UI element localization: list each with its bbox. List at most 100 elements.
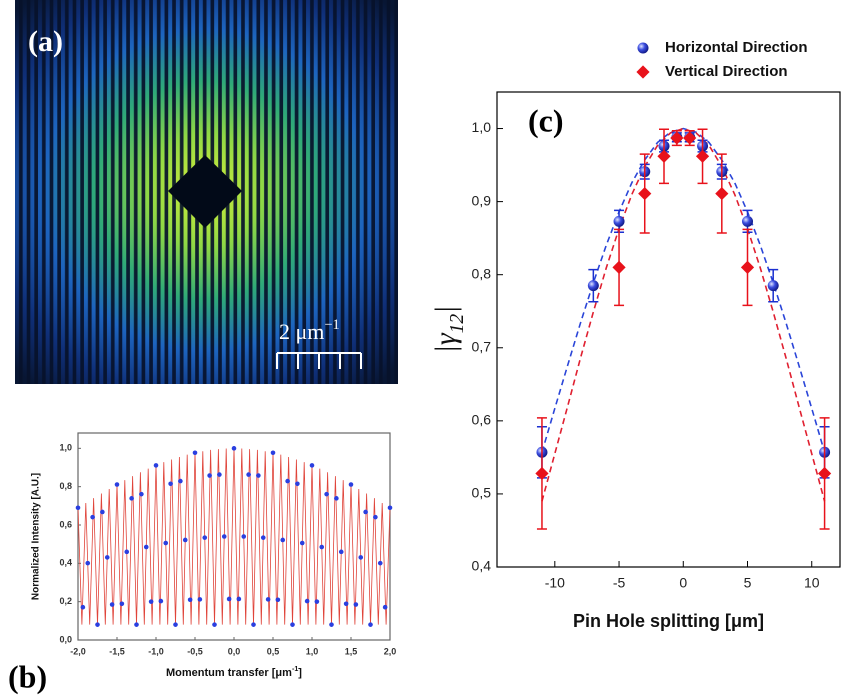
data-point — [251, 622, 256, 627]
x-axis-label: Momentum transfer [μm-1] — [166, 665, 302, 679]
y-tick-label: 0,6 — [59, 519, 72, 529]
scale-label-exponent: −1 — [324, 317, 339, 333]
x-tick-label: 0,0 — [228, 646, 241, 656]
x-tick-label: 10 — [804, 575, 820, 591]
data-point — [295, 481, 300, 486]
x-tick-label: 0,5 — [267, 646, 280, 656]
data-point — [222, 534, 227, 539]
y-tick-label: 0,4 — [472, 558, 492, 574]
data-point — [207, 473, 212, 478]
data-point — [159, 599, 164, 604]
data-point — [241, 534, 246, 539]
sphere-marker — [742, 216, 753, 227]
x-tick-label: -2,0 — [70, 646, 86, 656]
y-tick-label: 1,0 — [59, 443, 72, 453]
figure: 2 μm−1(a)0,00,20,40,60,81,0-2,0-1,5-1,0-… — [0, 0, 852, 696]
y-tick-label: 1,0 — [472, 119, 492, 135]
data-point — [305, 599, 310, 604]
data-point — [344, 601, 349, 606]
data-point — [90, 515, 95, 520]
data-point — [300, 541, 305, 546]
data-point — [100, 510, 105, 515]
fit-curve — [542, 129, 825, 453]
data-point — [115, 482, 120, 487]
y-axis-label-part: 12 — [447, 314, 468, 334]
data-point — [95, 622, 100, 627]
x-tick-label: -10 — [545, 575, 565, 591]
legend-marker — [636, 65, 649, 78]
x-tick-label: -5 — [613, 575, 626, 591]
data-point — [144, 545, 149, 550]
legend-label: Vertical Direction — [665, 63, 788, 80]
sphere-marker — [768, 280, 779, 291]
x-tick-label: 2,0 — [384, 646, 397, 656]
x-tick-label: 1,0 — [306, 646, 319, 656]
panel-label: (c) — [528, 102, 564, 138]
y-tick-label: 0,7 — [472, 338, 492, 354]
x-tick-label: -1,0 — [148, 646, 164, 656]
y-tick-label: 0,4 — [59, 558, 72, 568]
data-point — [173, 622, 178, 627]
data-point — [237, 597, 242, 602]
y-tick-label: 0,5 — [472, 485, 492, 501]
y-axis-label: Normalized Intensity [A.U.] — [31, 473, 42, 600]
fit-curve — [542, 129, 825, 502]
data-point — [212, 622, 217, 627]
data-point — [324, 492, 329, 497]
y-axis-label-part: |γ — [429, 332, 462, 353]
data-point — [354, 602, 359, 607]
data-point — [285, 479, 290, 484]
sphere-marker — [588, 280, 599, 291]
data-point — [110, 602, 115, 607]
x-tick-label: 1,5 — [345, 646, 358, 656]
data-point — [217, 472, 222, 477]
data-point — [76, 505, 81, 510]
data-point — [163, 541, 168, 546]
data-point — [105, 555, 110, 560]
data-point — [290, 622, 295, 627]
y-tick-label: 0,0 — [59, 634, 72, 644]
data-point — [139, 492, 144, 497]
data-point — [168, 481, 173, 486]
data-point — [256, 473, 261, 478]
y-tick-label: 0,6 — [472, 412, 492, 428]
data-point — [358, 555, 363, 560]
data-point — [85, 561, 90, 566]
data-point — [246, 472, 251, 477]
data-point — [388, 505, 393, 510]
scale-label-text: 2 μm — [279, 319, 324, 344]
data-point — [178, 479, 183, 484]
data-point — [266, 597, 271, 602]
data-point — [280, 538, 285, 543]
y-axis-label-part: | — [429, 306, 462, 314]
diamond-marker — [715, 187, 728, 200]
x-tick-label: 0 — [679, 575, 687, 591]
data-point — [124, 550, 129, 555]
y-tick-label: 0,9 — [472, 192, 492, 208]
x-axis-label: Pin Hole splitting [μm] — [573, 611, 764, 631]
data-point — [81, 605, 86, 610]
data-point — [373, 515, 378, 520]
y-tick-label: 0,8 — [472, 265, 492, 281]
diamond-marker — [741, 261, 754, 274]
data-point — [271, 450, 276, 455]
panel-label: (b) — [8, 658, 47, 694]
data-point — [134, 622, 139, 627]
diamond-marker — [638, 187, 651, 200]
diamond-marker — [612, 261, 625, 274]
data-point — [368, 622, 373, 627]
data-point — [154, 463, 159, 468]
y-axis-label: |γ12| — [429, 306, 468, 354]
data-point — [349, 482, 354, 487]
data-point — [329, 622, 334, 627]
y-tick-label: 0,2 — [59, 596, 72, 606]
data-point — [315, 599, 320, 604]
data-point — [339, 550, 344, 555]
data-point — [198, 597, 203, 602]
data-point — [202, 535, 207, 540]
data-point — [310, 463, 315, 468]
legend-label: Horizontal Direction — [665, 39, 808, 56]
sphere-marker — [614, 216, 625, 227]
x-tick-label: -0,5 — [187, 646, 203, 656]
panel-label: (a) — [28, 25, 63, 58]
